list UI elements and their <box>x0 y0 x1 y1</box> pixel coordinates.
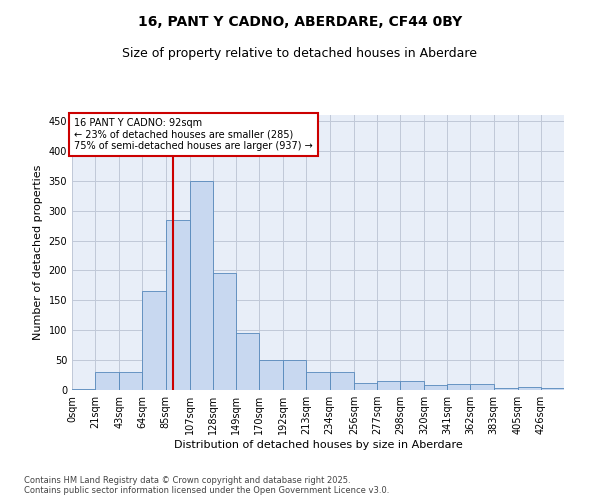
Bar <box>470 384 494 390</box>
Bar <box>518 387 541 390</box>
Bar <box>119 372 142 390</box>
Bar <box>259 360 283 390</box>
X-axis label: Distribution of detached houses by size in Aberdare: Distribution of detached houses by size … <box>173 440 463 450</box>
Bar <box>283 360 307 390</box>
Bar <box>307 372 329 390</box>
Bar <box>400 381 424 390</box>
Bar <box>236 333 259 390</box>
Bar <box>541 388 564 390</box>
Bar <box>424 385 448 390</box>
Bar <box>95 372 119 390</box>
Y-axis label: Number of detached properties: Number of detached properties <box>33 165 43 340</box>
Bar <box>166 220 190 390</box>
Text: 16, PANT Y CADNO, ABERDARE, CF44 0BY: 16, PANT Y CADNO, ABERDARE, CF44 0BY <box>138 15 462 29</box>
Bar <box>448 384 470 390</box>
Bar <box>329 372 354 390</box>
Bar <box>72 389 95 390</box>
Text: Size of property relative to detached houses in Aberdare: Size of property relative to detached ho… <box>122 48 478 60</box>
Bar <box>213 274 236 390</box>
Bar <box>377 381 400 390</box>
Bar <box>142 292 166 390</box>
Text: 16 PANT Y CADNO: 92sqm
← 23% of detached houses are smaller (285)
75% of semi-de: 16 PANT Y CADNO: 92sqm ← 23% of detached… <box>74 118 313 151</box>
Text: Contains HM Land Registry data © Crown copyright and database right 2025.
Contai: Contains HM Land Registry data © Crown c… <box>24 476 389 495</box>
Bar <box>494 388 518 390</box>
Bar <box>354 383 377 390</box>
Bar <box>190 181 213 390</box>
